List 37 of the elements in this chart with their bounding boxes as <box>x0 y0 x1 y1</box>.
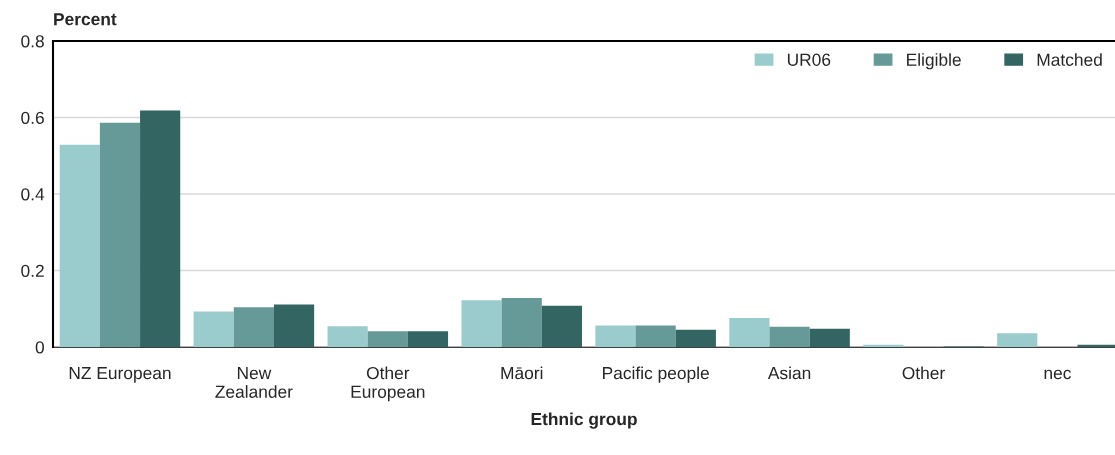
x-axis-title: Ethnic group <box>531 412 637 429</box>
bar <box>635 325 676 347</box>
x-tick-label: Other European <box>351 366 425 402</box>
y-axis-title: Percent <box>54 13 117 26</box>
bar <box>140 110 181 347</box>
x-tick-label: NZ European <box>69 367 171 383</box>
bar <box>193 311 234 347</box>
bar <box>99 122 141 347</box>
y-tick-label: 0.6 <box>21 111 44 124</box>
y-tick-label: 0.4 <box>21 188 45 201</box>
bar <box>367 331 408 347</box>
bar <box>769 326 810 347</box>
bar <box>809 328 850 347</box>
x-tick-label: Other <box>902 366 945 380</box>
bar <box>407 331 449 347</box>
bar <box>233 307 274 347</box>
bar <box>595 325 636 347</box>
bar <box>675 329 716 347</box>
bar <box>729 317 770 347</box>
legend-label: Matched <box>1037 53 1102 66</box>
x-tick-label: New Zealander <box>215 367 293 398</box>
bar <box>541 305 582 347</box>
bar <box>327 326 368 347</box>
x-tick-label: nec <box>1044 369 1071 380</box>
bar <box>273 304 315 347</box>
x-tick-label: Māori <box>501 366 543 380</box>
y-tick-label: 0.8 <box>21 35 44 48</box>
bar <box>997 333 1038 347</box>
bar <box>501 298 542 347</box>
bar <box>461 300 502 347</box>
y-tick-label: 0.2 <box>21 264 44 277</box>
x-tick-label: Pacific people <box>603 366 709 383</box>
legend-label: UR06 <box>787 53 831 66</box>
legend-label: Eligible <box>907 53 961 70</box>
x-tick-label: Asian <box>767 366 811 380</box>
y-tick-label: 0 <box>35 341 44 354</box>
bar <box>59 144 100 347</box>
